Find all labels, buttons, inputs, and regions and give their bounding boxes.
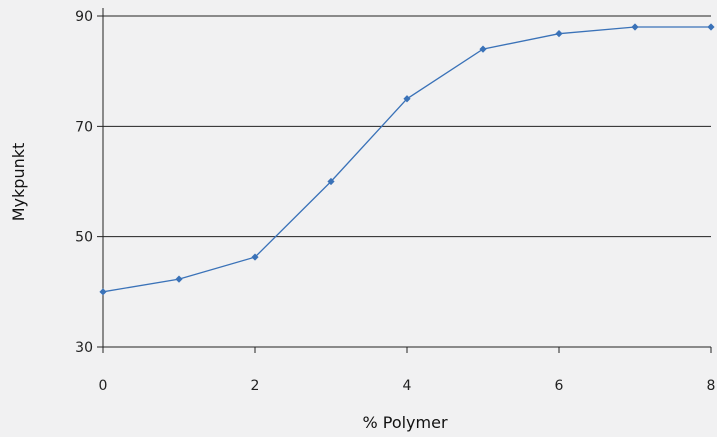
plot-area: [99, 23, 715, 296]
y-tick-label: 70: [75, 119, 93, 135]
data-point: [479, 45, 487, 53]
x-axis-title: % Polymer: [362, 413, 448, 432]
y-tick-label: 50: [75, 230, 93, 246]
x-tick-label: 8: [707, 378, 716, 394]
x-tick-label: 6: [555, 378, 564, 394]
x-tick-label: 4: [403, 378, 412, 394]
data-point: [99, 288, 107, 296]
series-line: [102, 26, 711, 293]
y-tick-label: 90: [75, 9, 93, 25]
data-point: [327, 177, 335, 186]
data-point: [403, 95, 411, 103]
y-axis-title: Mykpunkt: [9, 143, 28, 222]
x-tick-label: 2: [251, 378, 260, 394]
grid-lines: [97, 15, 711, 348]
data-point: [251, 253, 259, 261]
data-point: [631, 23, 639, 31]
y-tick-label: 30: [75, 340, 93, 356]
x-tick-label: 0: [99, 378, 108, 394]
data-point: [707, 23, 715, 31]
axes: [102, 8, 712, 353]
data-point: [175, 275, 183, 283]
data-point: [555, 30, 563, 38]
tick-labels: 30 50 70 90 0 2 4 6 8: [75, 9, 715, 394]
